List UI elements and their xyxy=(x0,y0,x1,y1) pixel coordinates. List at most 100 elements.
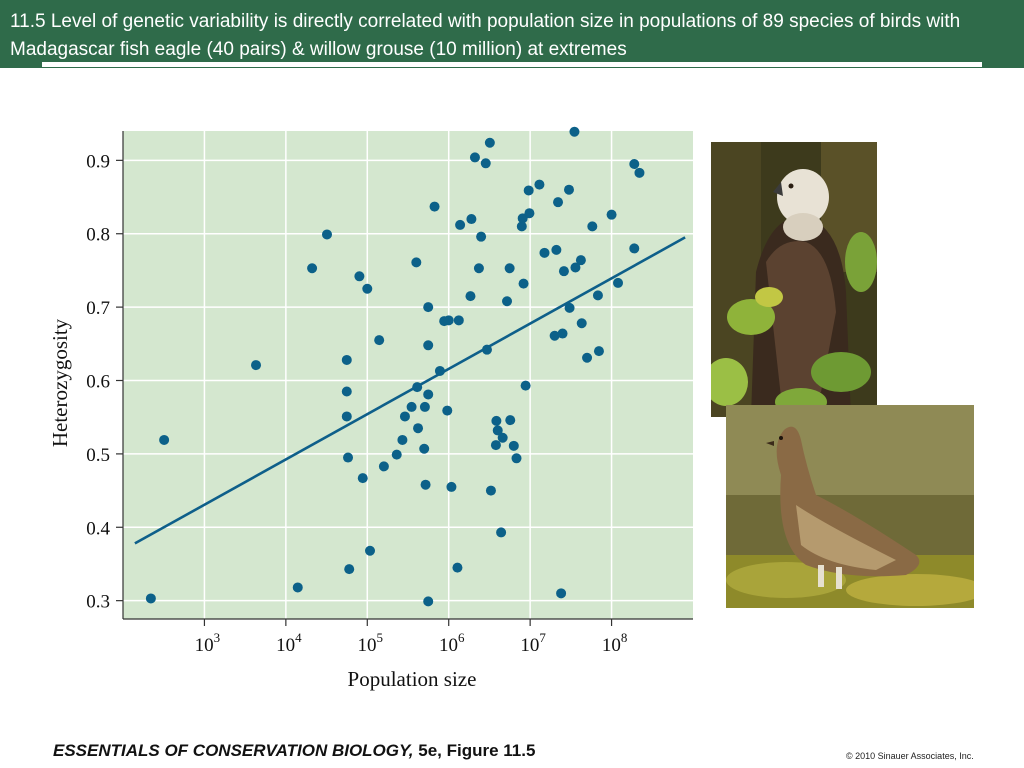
data-point xyxy=(558,266,569,277)
data-point xyxy=(378,461,389,472)
data-point xyxy=(292,582,303,593)
data-point xyxy=(502,296,513,307)
willow-grouse-photo xyxy=(726,405,974,608)
data-point xyxy=(411,257,422,268)
data-point xyxy=(473,263,484,274)
y-tick-label: 0.9 xyxy=(86,151,110,172)
data-point xyxy=(365,545,376,556)
data-point xyxy=(516,221,527,232)
data-point xyxy=(553,197,564,208)
data-point xyxy=(492,425,503,436)
copyright-notice: © 2010 Sinauer Associates, Inc. xyxy=(846,751,974,761)
data-point xyxy=(592,290,603,301)
data-point xyxy=(593,346,604,357)
data-point xyxy=(505,415,516,426)
data-point xyxy=(307,263,318,274)
data-point xyxy=(556,588,567,599)
footer-citation: ESSENTIALS OF CONSERVATION BIOLOGY, 5e, … xyxy=(53,741,535,761)
data-point xyxy=(399,411,410,422)
data-point xyxy=(520,380,531,391)
plot-area xyxy=(123,131,693,619)
data-point xyxy=(442,405,453,416)
data-point xyxy=(551,244,562,255)
grid xyxy=(123,131,693,619)
data-point xyxy=(606,209,617,220)
data-point xyxy=(354,271,365,282)
data-point xyxy=(629,159,640,170)
data-point xyxy=(485,485,496,496)
data-point xyxy=(423,389,434,400)
x-axis-title: Population size xyxy=(348,667,477,691)
data-point xyxy=(423,302,434,313)
data-point xyxy=(391,449,402,460)
data-point xyxy=(423,596,434,607)
data-point xyxy=(569,126,580,137)
data-point xyxy=(613,277,624,288)
data-point xyxy=(374,335,385,346)
data-point xyxy=(534,179,545,190)
y-tick-label: 0.8 xyxy=(86,225,110,246)
data-point xyxy=(469,152,480,163)
data-point xyxy=(413,423,424,434)
data-point xyxy=(518,278,529,289)
data-point xyxy=(343,452,354,463)
title-bar: 11.5 Level of genetic variability is dir… xyxy=(0,0,1024,68)
data-point xyxy=(145,593,156,604)
data-point xyxy=(341,386,352,397)
data-point xyxy=(251,360,262,371)
data-point xyxy=(465,291,476,302)
data-point xyxy=(344,564,355,575)
data-point xyxy=(504,263,515,274)
data-point xyxy=(423,340,434,351)
data-point xyxy=(629,243,640,254)
y-axis-title: Heterozygosity xyxy=(48,318,72,447)
data-point xyxy=(357,473,368,484)
data-point xyxy=(496,527,507,538)
data-point xyxy=(159,434,170,445)
data-point xyxy=(491,415,502,426)
y-tick-label: 0.6 xyxy=(86,372,110,393)
data-point xyxy=(476,231,487,242)
y-tick-label: 0.5 xyxy=(86,445,110,466)
data-point xyxy=(497,432,508,443)
axes xyxy=(116,131,693,626)
data-point xyxy=(412,382,423,393)
data-point xyxy=(480,158,491,169)
y-tick-label: 0.7 xyxy=(86,298,110,319)
data-point xyxy=(429,201,440,212)
data-point xyxy=(582,352,593,363)
data-point xyxy=(397,434,408,445)
data-point xyxy=(524,208,535,219)
data-point xyxy=(362,283,373,294)
x-tick-label: 104 xyxy=(276,630,302,656)
data-point xyxy=(539,247,550,258)
data-point xyxy=(406,401,417,412)
data-point xyxy=(587,221,598,232)
title-underline xyxy=(42,62,982,67)
data-point xyxy=(508,440,519,451)
tick-labels: 0.3 0.4 0.5 0.6 0.7 0.8 0.9 103 104 105 106 107 108 xyxy=(86,151,627,656)
footer-book-title: ESSENTIALS OF CONSERVATION BIOLOGY, xyxy=(53,741,414,760)
data-point xyxy=(511,453,522,464)
data-point xyxy=(446,481,457,492)
data-point xyxy=(420,479,431,490)
data-point xyxy=(575,255,586,266)
fish-eagle-photo xyxy=(711,142,877,417)
data-point xyxy=(341,411,352,422)
x-tick-label: 105 xyxy=(358,630,384,656)
data-point xyxy=(490,440,501,451)
x-tick-label: 106 xyxy=(439,630,465,656)
data-point xyxy=(419,443,430,454)
data-points xyxy=(145,126,645,607)
data-point xyxy=(452,562,463,573)
data-point xyxy=(523,185,534,196)
y-tick-label: 0.3 xyxy=(86,592,110,613)
data-point xyxy=(434,365,445,376)
data-point xyxy=(455,219,466,230)
data-point xyxy=(576,318,587,329)
y-tick-label: 0.4 xyxy=(86,518,110,539)
data-point xyxy=(634,167,645,178)
data-point xyxy=(419,401,430,412)
data-point xyxy=(481,344,492,355)
